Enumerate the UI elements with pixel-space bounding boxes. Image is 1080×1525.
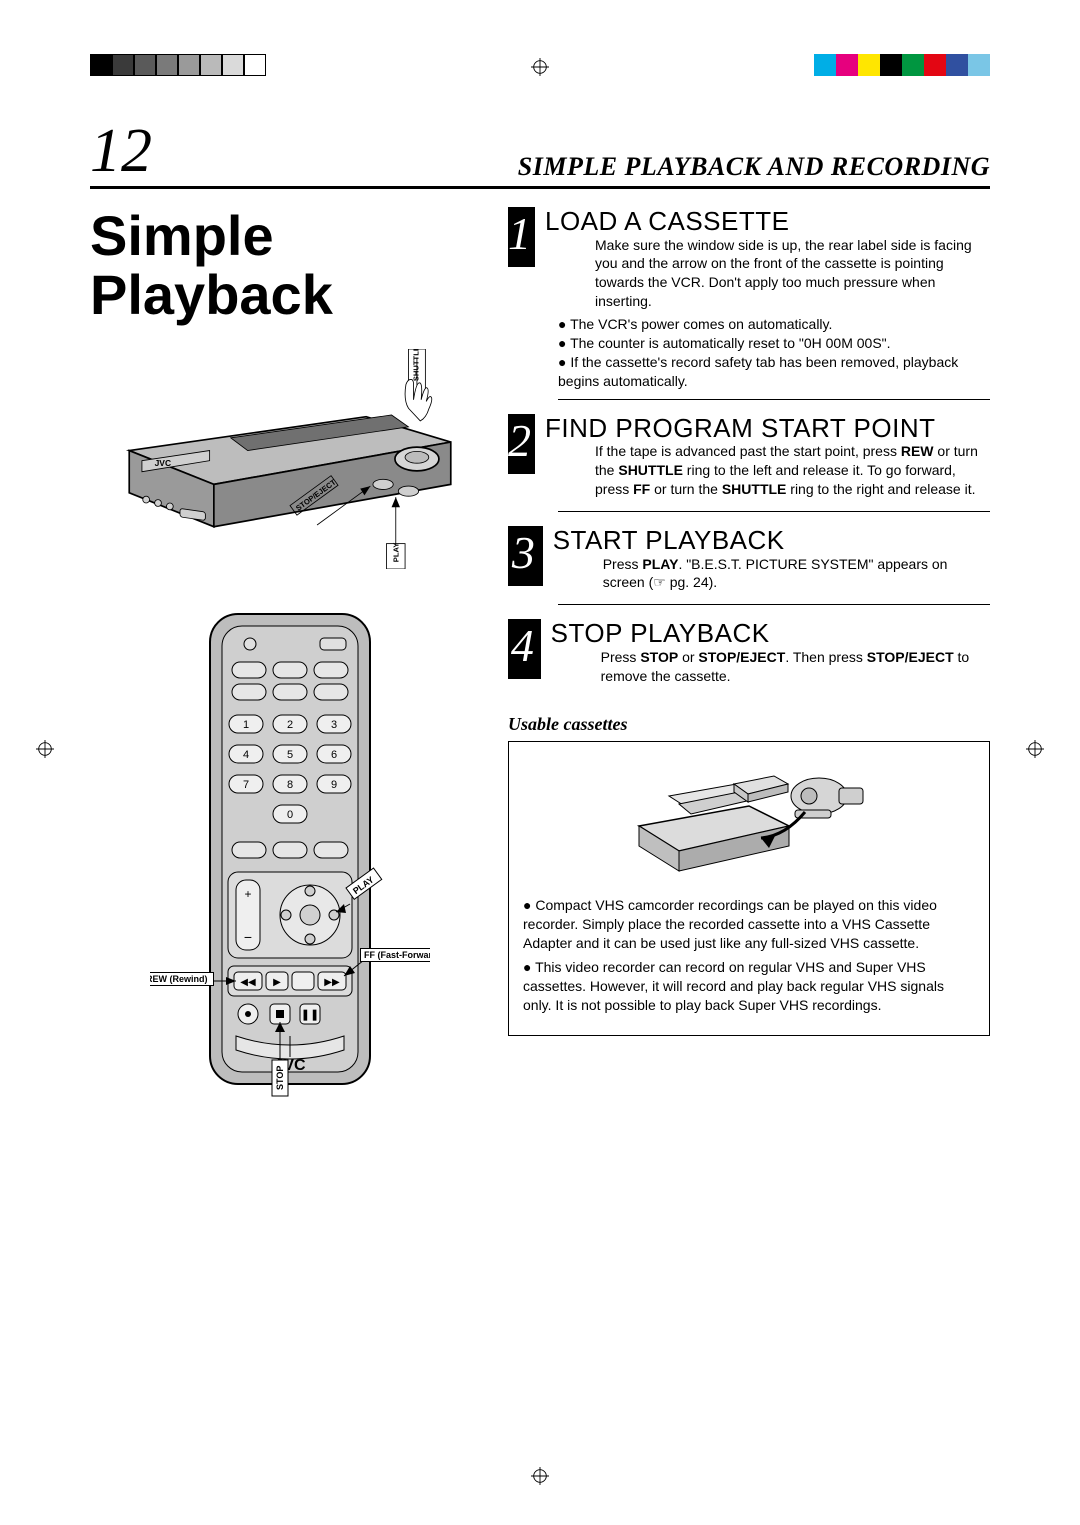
svg-text:▶: ▶ [273,977,281,988]
title-line-2: Playback [90,263,333,326]
usable-bullet: Compact VHS camcorder recordings can be … [523,896,975,953]
step-paragraph: Make sure the window side is up, the rea… [595,236,990,312]
step-number: 1 [508,207,535,267]
step-title: START PLAYBACK [553,526,990,555]
page-content: 12 SIMPLE PLAYBACK AND RECORDING Simple … [90,120,990,1164]
step-number: 3 [508,526,543,586]
remote-illustration: 1 2 3 4 5 6 7 8 9 0 + − ◀◀ [150,604,430,1164]
registration-mark-top [531,58,549,76]
svg-text:▶▶: ▶▶ [324,977,340,988]
usable-cassettes-heading: Usable cassettes [508,714,990,735]
svg-text:+: + [244,887,251,901]
page-number: 12 [90,120,152,182]
registration-mark-left [36,740,54,758]
svg-text:4: 4 [243,749,249,761]
left-column: Simple Playback JVC [90,207,490,1164]
svg-text:6: 6 [331,749,337,761]
step-number: 4 [508,619,541,679]
svg-text:1: 1 [243,719,249,731]
step-title: LOAD A CASSETTE [545,207,990,236]
svg-text:0: 0 [287,809,293,821]
step-4: 4 STOP PLAYBACK Press STOP or STOP/EJECT… [508,619,990,689]
step-paragraph: If the tape is advanced past the start p… [595,442,990,499]
svg-text:7: 7 [243,779,249,791]
step-bullet: The counter is automatically reset to "0… [558,334,990,353]
svg-text:❚❚: ❚❚ [301,1009,319,1021]
step-paragraph: Press STOP or STOP/EJECT. Then press STO… [601,648,990,686]
page-title: Simple Playback [90,207,490,325]
step-number: 2 [508,414,535,474]
svg-text:3: 3 [331,719,337,731]
step-3: 3 START PLAYBACK Press PLAY. "B.E.S.T. P… [508,526,990,605]
svg-text:8: 8 [287,779,293,791]
section-title: SIMPLE PLAYBACK AND RECORDING [152,152,990,182]
right-column: 1 LOAD A CASSETTE Make sure the window s… [508,207,990,1164]
usable-cassettes-box: Compact VHS camcorder recordings can be … [508,741,990,1036]
print-swatches-right [814,54,990,76]
registration-mark-right [1026,740,1044,758]
title-line-1: Simple [90,204,274,267]
step-bullet: If the cassette's record safety tab has … [558,353,990,391]
rew-label: REW (Rewind) [150,972,214,986]
step-title: FIND PROGRAM START POINT [545,414,990,443]
step-1: 1 LOAD A CASSETTE Make sure the window s… [508,207,990,400]
usable-bullet: This video recorder can record on regula… [523,958,975,1015]
step-paragraph: Press PLAY. "B.E.S.T. PICTURE SYSTEM" ap… [603,555,990,593]
ff-label: FF (Fast-Forward) [360,948,430,962]
svg-text:9: 9 [331,779,337,791]
vcr-brand-label: JVC [155,457,171,467]
play-label-vcr: PLAY [391,542,400,562]
svg-text:−: − [244,929,252,945]
step-title: STOP PLAYBACK [551,619,990,648]
cassette-adapter-illustration [619,756,879,886]
print-swatches-left [90,54,266,76]
stop-label-remote: STOP [275,1065,285,1089]
step-bullet: The VCR's power comes on automatically. [558,315,990,334]
svg-text:2: 2 [287,719,293,731]
page-header: 12 SIMPLE PLAYBACK AND RECORDING [90,120,990,189]
step-2: 2 FIND PROGRAM START POINT If the tape i… [508,414,990,512]
shuttle-label: SHUTTLE [412,349,421,381]
vcr-illustration: JVC SHUTTLE [90,349,490,569]
svg-text:◀◀: ◀◀ [240,977,256,988]
registration-mark-bottom [531,1467,549,1485]
svg-text:5: 5 [287,749,293,761]
